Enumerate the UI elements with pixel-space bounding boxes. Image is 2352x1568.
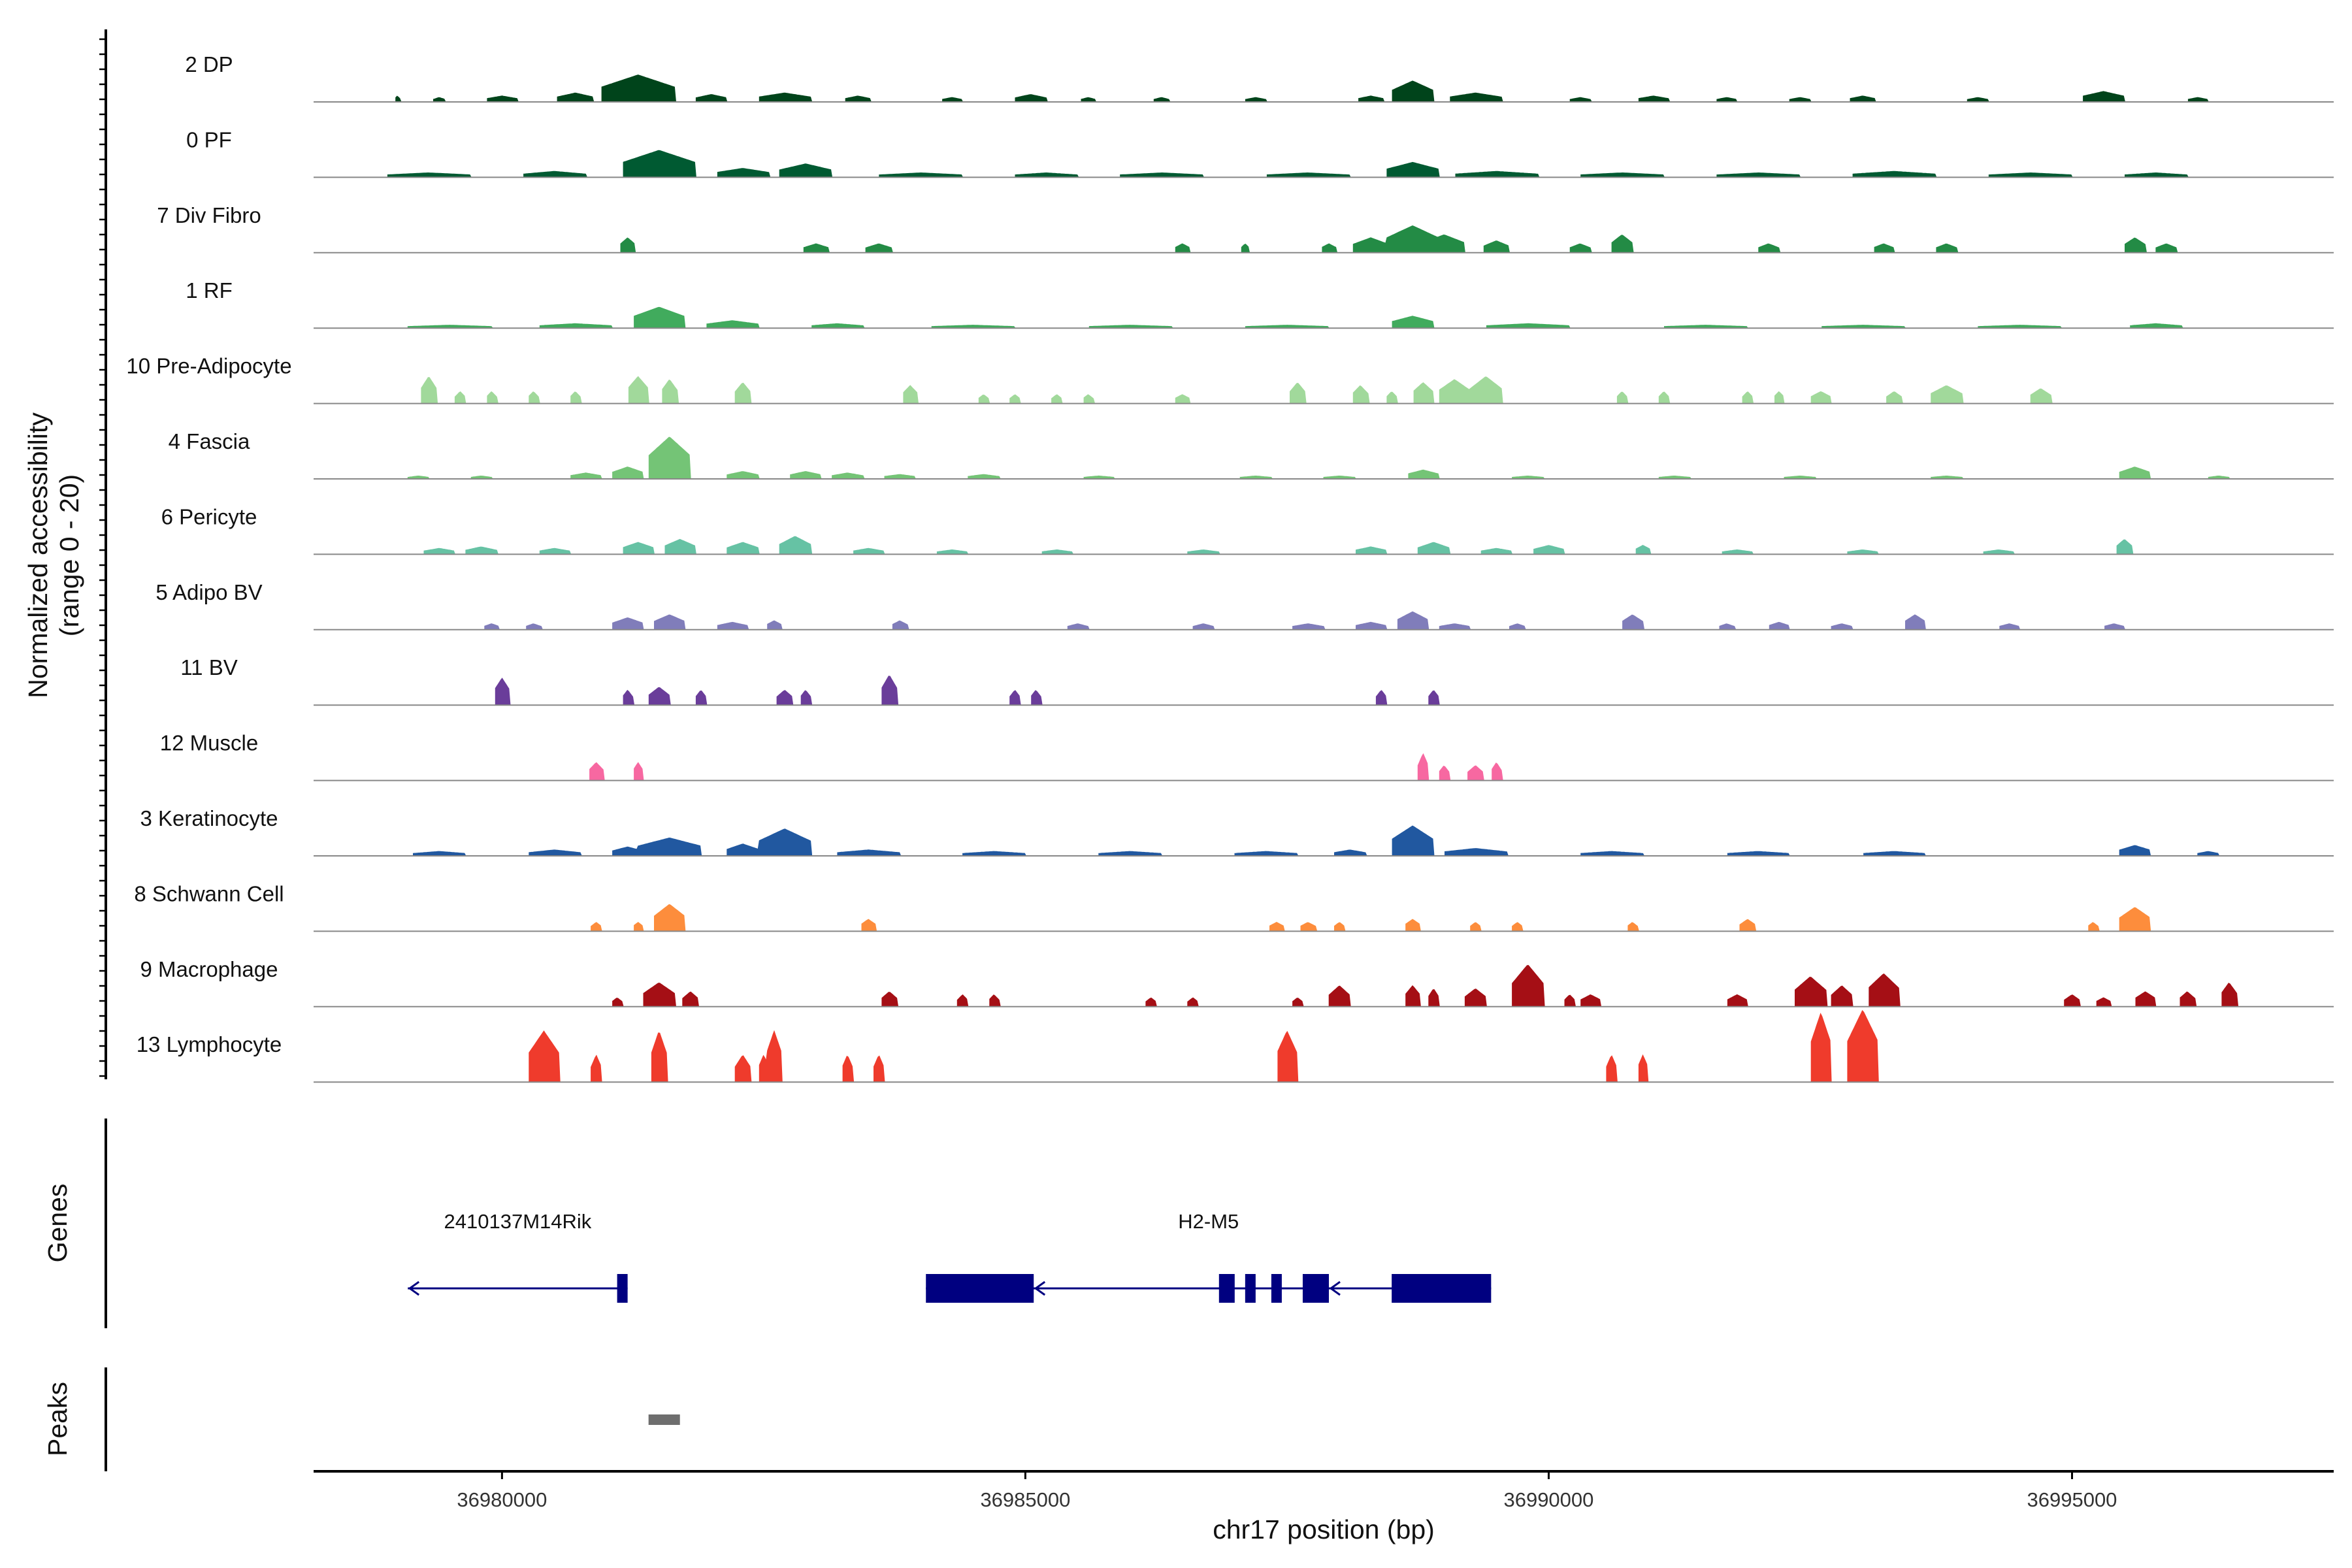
gene-exon <box>617 1274 628 1303</box>
gene: H2-M5 <box>926 1210 1492 1303</box>
peaks-panel <box>648 1414 680 1425</box>
gene-exon <box>1245 1274 1256 1303</box>
track-label: 8 Schwann Cell <box>134 881 284 906</box>
coverage-area <box>484 611 2126 630</box>
gene-exon <box>1302 1274 1330 1303</box>
x-axis: 36980000 36985000 36990000 36995000 <box>314 1470 2334 1511</box>
track-13: 9 Macrophage <box>140 957 2334 1007</box>
left-axis <box>99 29 107 1079</box>
coverage-area <box>407 306 2183 329</box>
track-2: 0 PF <box>186 127 2334 178</box>
gene-exon <box>1392 1274 1492 1303</box>
strand-arrow <box>1034 1281 1046 1296</box>
track-label: 7 Div Fibro <box>157 203 261 227</box>
gene: 2410137M14Rik <box>408 1210 628 1303</box>
coverage-area <box>407 436 2231 480</box>
track-6: 4 Fascia <box>169 429 2334 480</box>
track-label: 13 Lymphocyte <box>137 1032 282 1056</box>
gene-exon <box>926 1274 1034 1303</box>
track-12: 8 Schwann Cell <box>134 881 2334 932</box>
coverage-area <box>620 225 2178 253</box>
track-label: 12 Muscle <box>160 731 258 755</box>
track-11: 3 Keratinocyte <box>140 806 2334 857</box>
peaks-panel-title: Peaks <box>42 1382 73 1456</box>
x-tick-label: 36980000 <box>457 1488 547 1511</box>
gene-label: H2-M5 <box>1178 1210 1239 1233</box>
strand-arrow <box>1329 1281 1341 1296</box>
track-label: 10 Pre-Adipocyte <box>126 354 291 378</box>
track-label: 6 Pericyte <box>161 504 257 529</box>
coverage-area <box>495 676 1440 706</box>
x-tick-label: 36995000 <box>2027 1488 2117 1511</box>
genes-panel-title: Genes <box>42 1184 73 1263</box>
track-label: 9 Macrophage <box>140 957 278 981</box>
x-tick-label: 36990000 <box>1503 1488 1593 1511</box>
track-5: 10 Pre-Adipocyte <box>126 354 2334 404</box>
coverage-area <box>591 904 2151 932</box>
peak-region <box>648 1414 680 1425</box>
coverage-area <box>395 74 2210 103</box>
track-label: 11 BV <box>180 655 237 679</box>
track-label: 5 Adipo BV <box>155 580 262 604</box>
tracks-area: 2 DP 0 PF 7 Div Fibro 1 RF 10 Pre-Adipocyte 4… <box>126 52 2334 1083</box>
track-3: 7 Div Fibro <box>157 203 2334 253</box>
coverage-area <box>589 753 1503 781</box>
track-label: 0 PF <box>186 127 232 152</box>
gene-panel: 2410137M14Rik H2-M5 <box>408 1210 1492 1303</box>
track-label: 1 RF <box>186 278 233 302</box>
x-axis-title: chr17 position (bp) <box>1213 1514 1435 1544</box>
gene-label: 2410137M14Rik <box>444 1210 592 1233</box>
track-1: 2 DP <box>185 52 2334 103</box>
track-8: 5 Adipo BV <box>155 580 2334 630</box>
coverage-area <box>413 825 2220 857</box>
y-axis-title-line2: (range 0 - 20) <box>54 474 84 636</box>
coverage-area <box>612 964 2239 1007</box>
coverage-area <box>421 376 2053 404</box>
track-label: 3 Keratinocyte <box>140 806 278 830</box>
coverage-area <box>529 1010 1879 1083</box>
track-10: 12 Muscle <box>160 731 2334 781</box>
track-14: 13 Lymphocyte <box>137 1010 2334 1083</box>
gene-exon <box>1271 1274 1282 1303</box>
strand-arrow <box>408 1281 420 1296</box>
track-label: 4 Fascia <box>169 429 250 453</box>
track-4: 1 RF <box>186 278 2334 329</box>
track-label: 2 DP <box>185 52 233 76</box>
y-axis-title-line1: Normalized accessibility <box>23 412 53 698</box>
track-9: 11 BV <box>180 655 2334 706</box>
coverage-area <box>387 150 2189 178</box>
track-7: 6 Pericyte <box>161 504 2334 555</box>
coverage-area <box>423 536 2134 555</box>
gene-exon <box>1218 1274 1235 1303</box>
x-tick-label: 36985000 <box>980 1488 1070 1511</box>
